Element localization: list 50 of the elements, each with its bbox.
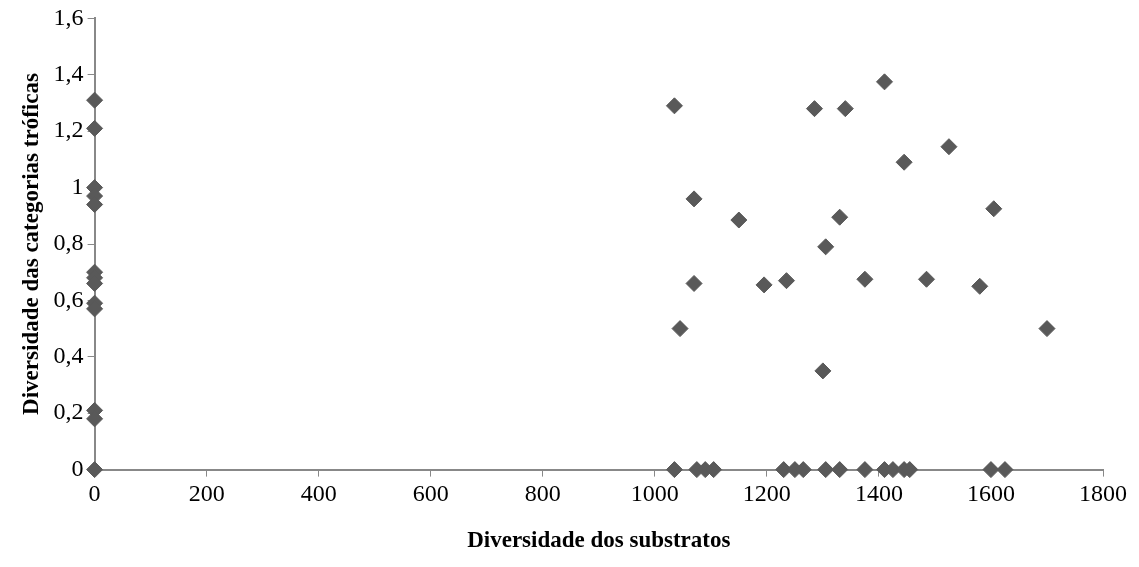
point <box>685 190 703 208</box>
point <box>817 461 835 479</box>
point <box>831 461 849 479</box>
point <box>985 200 1003 218</box>
point <box>856 270 874 288</box>
point <box>817 238 835 256</box>
point <box>86 91 104 109</box>
y-tick-label: 1,4 <box>53 60 84 87</box>
point <box>665 97 683 115</box>
y-tick-label: 0 <box>71 454 84 481</box>
point <box>86 461 104 479</box>
x-tick-label: 1200 <box>742 480 791 507</box>
x-axis-title: Diversidade dos substratos <box>467 527 731 553</box>
point <box>918 270 936 288</box>
point <box>831 208 849 226</box>
point <box>996 461 1014 479</box>
x-tick-label: 1800 <box>1079 480 1127 507</box>
point <box>777 272 795 290</box>
point <box>940 138 958 156</box>
point <box>86 119 104 137</box>
x-tick-label: 200 <box>188 480 225 507</box>
point <box>982 461 1000 479</box>
point <box>814 362 832 380</box>
y-tick-label: 0,6 <box>53 285 84 312</box>
y-tick-label: 0,4 <box>53 342 84 369</box>
point <box>971 277 989 295</box>
point <box>671 320 689 338</box>
y-tick-label: 1,2 <box>53 116 84 143</box>
y-axis-title: Diversidade das categorias tróficas <box>17 73 43 415</box>
x-tick-label: 800 <box>524 480 561 507</box>
x-tick-label: 1000 <box>630 480 679 507</box>
x-tick-label: 1600 <box>966 480 1015 507</box>
x-tick-label: 600 <box>412 480 449 507</box>
point <box>665 461 683 479</box>
x-tick-label: 400 <box>300 480 337 507</box>
point <box>876 73 894 91</box>
point <box>755 276 773 294</box>
point <box>805 100 823 118</box>
y-tick-label: 0,8 <box>53 229 84 256</box>
point <box>1038 320 1056 338</box>
point <box>836 100 854 118</box>
x-tick-label: 0 <box>88 480 101 507</box>
y-tick-label: 0,2 <box>53 398 84 425</box>
point <box>685 274 703 292</box>
y-tick-label: 1,6 <box>53 3 84 30</box>
y-tick-label: 1 <box>71 172 84 199</box>
x-tick-label: 1400 <box>854 480 903 507</box>
point <box>730 211 748 229</box>
point <box>895 153 913 171</box>
point <box>856 461 874 479</box>
